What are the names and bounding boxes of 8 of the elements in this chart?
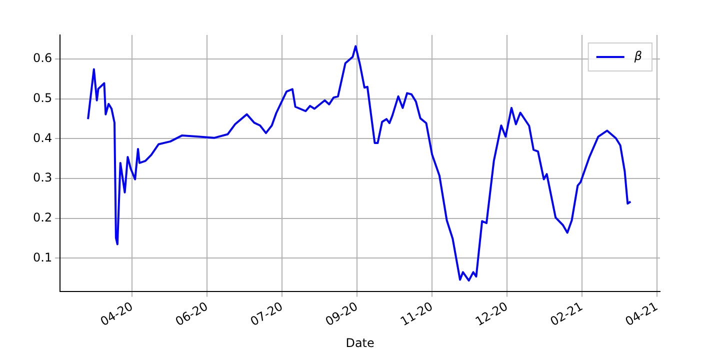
legend-label: β xyxy=(633,49,642,64)
y-tick-label: 0.3 xyxy=(32,170,52,185)
y-tick-label: 0.1 xyxy=(32,250,52,264)
y-tick-label: 0.2 xyxy=(32,210,52,224)
y-tick-label: 0.4 xyxy=(32,130,52,145)
x-axis-title: Date xyxy=(346,336,374,350)
y-tick-label: 0.5 xyxy=(32,90,52,105)
y-tick-label: 0.6 xyxy=(32,51,52,66)
